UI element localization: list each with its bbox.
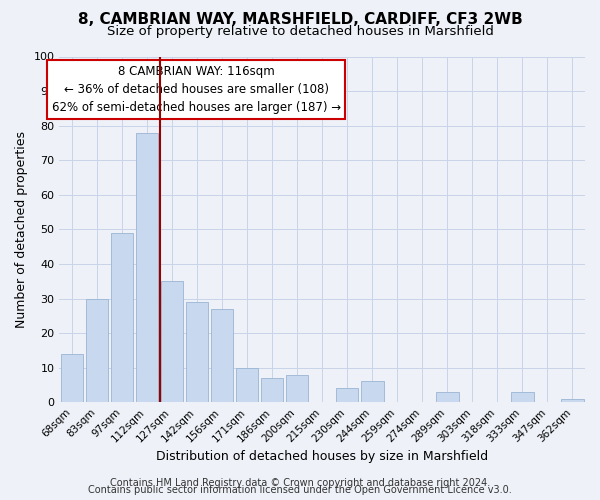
- Bar: [61, 354, 83, 402]
- Bar: [86, 298, 108, 402]
- Text: 8, CAMBRIAN WAY, MARSHFIELD, CARDIFF, CF3 2WB: 8, CAMBRIAN WAY, MARSHFIELD, CARDIFF, CF…: [77, 12, 523, 28]
- Bar: [361, 382, 383, 402]
- Bar: [261, 378, 283, 402]
- Bar: [436, 392, 458, 402]
- Bar: [136, 132, 158, 402]
- Bar: [511, 392, 533, 402]
- Y-axis label: Number of detached properties: Number of detached properties: [15, 131, 28, 328]
- Text: Size of property relative to detached houses in Marshfield: Size of property relative to detached ho…: [107, 25, 493, 38]
- Bar: [286, 374, 308, 402]
- Text: Contains public sector information licensed under the Open Government Licence v3: Contains public sector information licen…: [88, 485, 512, 495]
- X-axis label: Distribution of detached houses by size in Marshfield: Distribution of detached houses by size …: [156, 450, 488, 462]
- Bar: [561, 399, 584, 402]
- Bar: [111, 233, 133, 402]
- Bar: [211, 309, 233, 402]
- Text: Contains HM Land Registry data © Crown copyright and database right 2024.: Contains HM Land Registry data © Crown c…: [110, 478, 490, 488]
- Text: 8 CAMBRIAN WAY: 116sqm
← 36% of detached houses are smaller (108)
62% of semi-de: 8 CAMBRIAN WAY: 116sqm ← 36% of detached…: [52, 65, 341, 114]
- Bar: [186, 302, 208, 402]
- Bar: [336, 388, 358, 402]
- Bar: [236, 368, 259, 402]
- Bar: [161, 281, 184, 402]
